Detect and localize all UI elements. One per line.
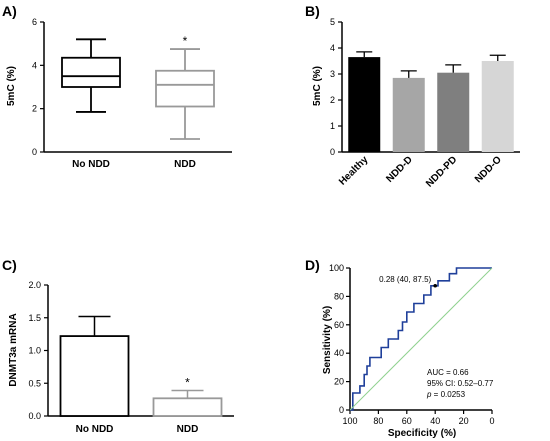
panel-b-marks: [348, 51, 514, 152]
panel-d-ci: 95% CI: 0.52–0.77: [427, 379, 494, 388]
panel-a-axes: 0 2 4 6 No NDD NDD: [32, 17, 232, 170]
panel-a-boxplot: A) 5mC (%) 0 2 4 6 No NDD NDD *: [2, 3, 232, 170]
panel-d-axes: 0 20 40 60 80 100 100 80 60 40 20 0: [329, 263, 495, 426]
panel-b-x-tick-label: NDD-O: [473, 154, 504, 185]
panel-d-ylabel: Sensitivity (%): [322, 306, 333, 374]
panel-b-x-tick-label: NDD-PD: [424, 154, 459, 189]
panel-b-y-tick-label: 0: [330, 147, 335, 157]
panel-d-reference-line: [349, 267, 493, 411]
panel-d-marks: 0.28 (40, 87.5): [349, 267, 493, 411]
panel-d-x-tick-label: 60: [402, 416, 412, 426]
panel-d-roc: D) Sensitivity (%) Specificity (%) 0 20 40…: [305, 257, 495, 439]
panel-d-y-tick-label: 40: [334, 348, 344, 358]
panel-d-cutoff-point: [433, 283, 438, 288]
panel-b-y-tick-label: 1: [330, 121, 335, 131]
panel-d-x-tick-label: 100: [342, 416, 357, 426]
panel-a-y-tick-label: 6: [32, 17, 37, 27]
panel-d-y-tick-label: 100: [329, 263, 344, 273]
panel-d-roc-curve: [350, 267, 492, 411]
panel-a-x-tick-label: No NDD: [72, 159, 110, 170]
panel-d-x-tick-label: 80: [373, 416, 383, 426]
panel-c-y-tick-label: 1.0: [28, 346, 41, 356]
panel-c-bar: [59, 335, 130, 417]
panel-b-x-tick-label: NDD-D: [384, 154, 415, 185]
panel-a-y-tick-label: 4: [32, 60, 37, 70]
panel-d-pvalue: p = 0.0253: [426, 390, 466, 399]
panel-a-y-tick-label: 2: [32, 104, 37, 114]
panel-b-y-tick-label: 5: [330, 17, 335, 27]
panel-b-y-tick-label: 3: [330, 69, 335, 79]
panel-d-x-tick-label: 40: [430, 416, 440, 426]
panel-b-bar: [437, 72, 470, 152]
panel-c-y-tick-label: 1.5: [28, 313, 41, 323]
panel-d-y-tick-label: 0: [339, 405, 344, 415]
panel-b-y-tick-label: 2: [330, 95, 335, 105]
panel-c-y-tick-label: 0.0: [28, 411, 41, 421]
panel-b-letter: B): [305, 3, 320, 19]
panel-a-letter: A): [2, 3, 17, 19]
panel-d-auc: AUC = 0.66: [427, 368, 469, 377]
panel-d-p-symbol: p: [426, 390, 432, 399]
panel-a-marks: *: [61, 34, 215, 140]
panel-c-ylabel: DNMT3a mRNA: [8, 313, 19, 386]
panel-b-bar: [481, 61, 514, 152]
panel-b-bar: [348, 57, 381, 152]
panel-c-y-tick-label: 2.0: [28, 280, 41, 290]
panel-b-ylabel: 5mC (%): [312, 66, 323, 106]
panel-d-x-tick-label: 20: [459, 416, 469, 426]
panel-a-box: [155, 69, 215, 108]
panel-d-xlabel: Specificity (%): [388, 428, 456, 439]
panel-a-y-tick-label: 0: [32, 147, 37, 157]
panel-b-x-tick-label: Healthy: [337, 154, 371, 188]
panel-a-x-tick-label: NDD: [174, 159, 196, 170]
panel-c-y-tick-label: 0.5: [28, 378, 41, 388]
panel-c-marks: *: [59, 315, 223, 417]
panel-d-y-tick-label: 60: [334, 320, 344, 330]
panel-d-y-tick-label: 80: [334, 291, 344, 301]
panel-a-ylabel: 5mC (%): [6, 66, 17, 106]
panel-b-barchart: B) 5mC (%) 0 1 2 3 4 5 Healthy NDD-D NDD-PD NDD-O: [305, 3, 520, 190]
panel-d-x-tick-label: 0: [489, 416, 494, 426]
panel-d-cutoff-label: 0.28 (40, 87.5): [379, 275, 431, 284]
panel-c-x-tick-label: NDD: [177, 424, 199, 435]
panel-a-significance-star: *: [183, 34, 188, 48]
panel-d-p-number: = 0.0253: [431, 390, 465, 399]
panel-c-barchart: C) DNMT3a mRNA 0.00.51.01.52.0No NDD NDD …: [2, 257, 234, 435]
panel-c-x-tick-label: No NDD: [76, 424, 114, 435]
panel-d-y-tick-label: 20: [334, 377, 344, 387]
panel-a-box: [61, 56, 121, 88]
panel-b-y-tick-label: 4: [330, 43, 335, 53]
panel-c-bar: [152, 397, 223, 417]
panel-b-bar: [392, 77, 425, 152]
panel-d-letter: D): [305, 257, 320, 273]
panel-c-significance-star: *: [185, 375, 190, 389]
panel-c-letter: C): [2, 257, 17, 273]
